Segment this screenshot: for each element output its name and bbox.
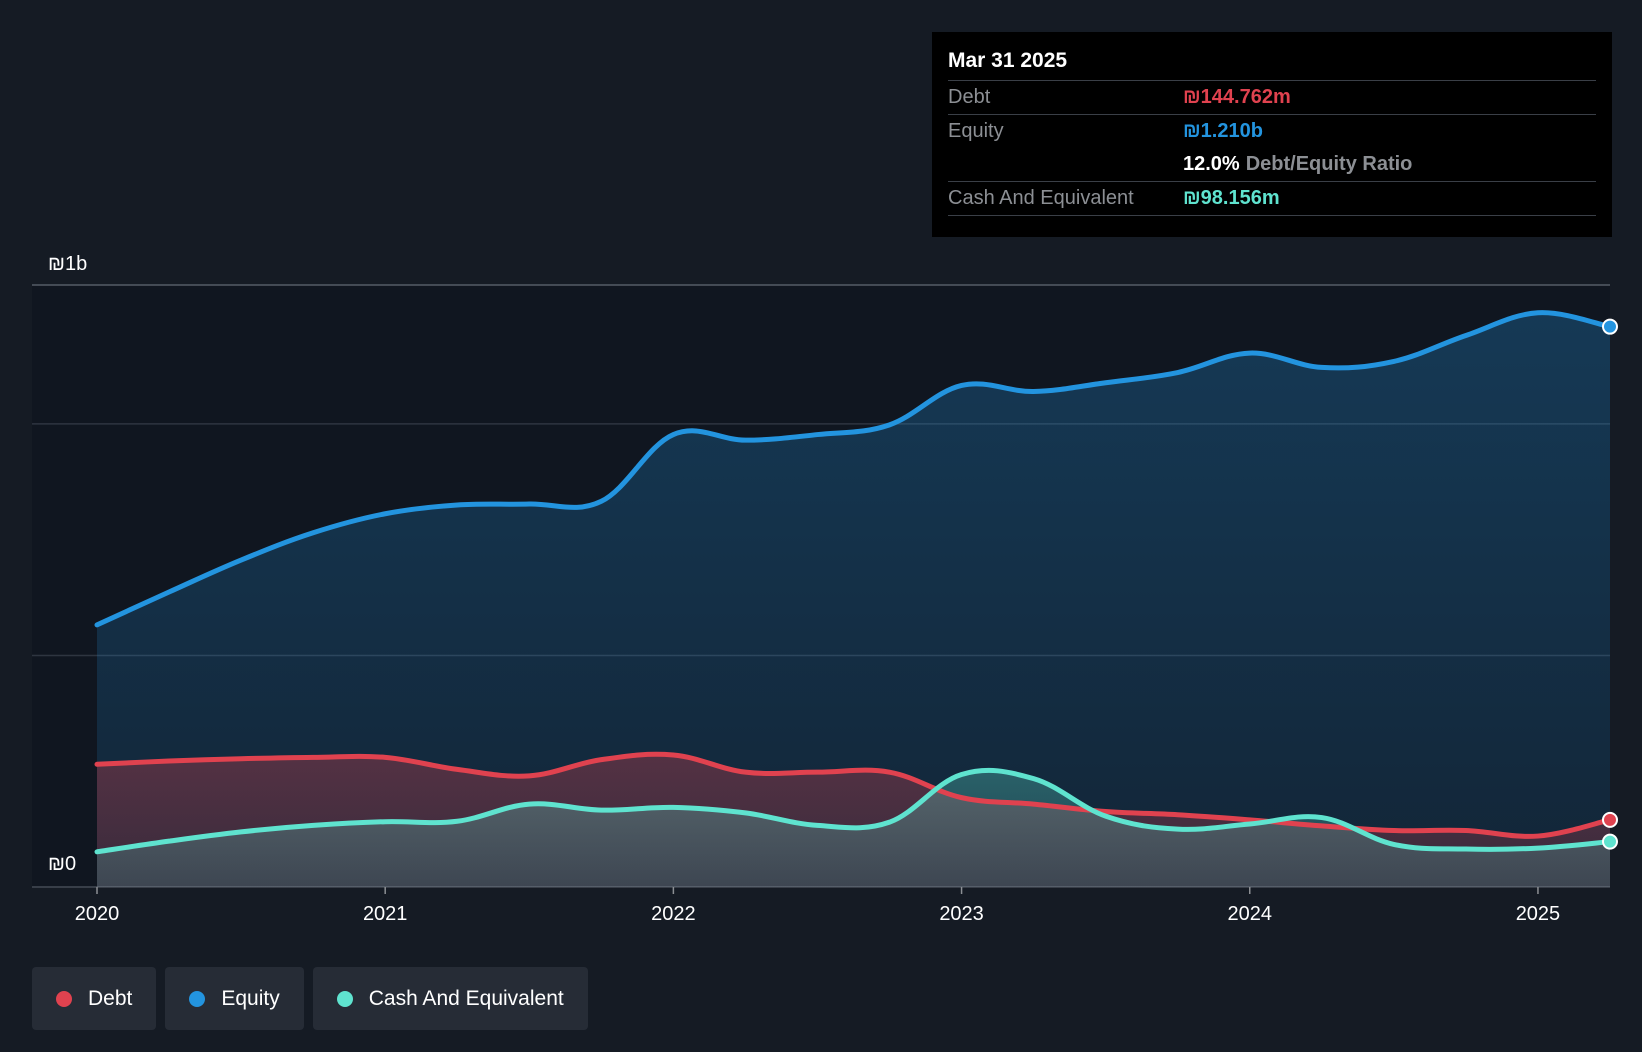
debt-endpoint [1602,811,1618,828]
y-top-label: ₪1b [48,253,87,275]
legend-item-cash[interactable]: Cash And Equivalent [312,967,588,1030]
x-tick-label: 2025 [1516,903,1561,925]
tooltip-debt-row: Debt ₪144.762m [948,81,1596,115]
x-tick-label: 2021 [363,903,408,925]
x-tick-label: 2023 [939,903,984,925]
legend-equity-label: Equity [221,986,280,1010]
legend-cash-label: Cash And Equivalent [368,986,564,1010]
cash-line [94,767,1613,855]
x-tick-label: 2022 [651,903,696,925]
debt-dot-icon [56,990,72,1007]
equity-dot-icon [189,990,206,1007]
x-tick-label: 2024 [1228,903,1273,925]
x-tick-label: 2020 [75,903,120,925]
tooltip-debt-label: Debt [948,86,991,108]
tooltip-ratio-row: 12.0% Debt/Equity Ratio [948,148,1596,182]
tooltip: Mar 31 2025 Debt ₪144.762m Equity ₪1.210… [932,32,1612,237]
tooltip-date: Mar 31 2025 [948,46,1596,81]
legend-debt-label: Debt [88,986,133,1010]
tooltip-debt-value: ₪144.762m [1183,86,1291,108]
tooltip-ratio-value: 12.0% [1183,153,1240,175]
tooltip-cash-value: ₪98.156m [1183,187,1280,209]
cash-endpoint [1602,833,1618,850]
tooltip-cash-row: Cash And Equivalent ₪98.156m [948,182,1596,216]
equity-line [94,310,1613,628]
tooltip-equity-value: ₪1.210b [1183,120,1263,142]
y-bottom-label: ₪0 [48,853,76,875]
tooltip-ratio-label: Debt/Equity Ratio [1245,153,1413,175]
tooltip-equity-label: Equity [948,120,1004,142]
cash-dot-icon [336,990,353,1007]
tooltip-equity-row: Equity ₪1.210b [948,115,1596,148]
legend-item-equity[interactable]: Equity [165,967,304,1030]
legend: Debt Equity Cash And Equivalent [32,967,588,1030]
equity-area [97,312,1610,887]
legend-item-debt[interactable]: Debt [32,967,157,1030]
tooltip-cash-label: Cash And Equivalent [948,187,1134,209]
equity-endpoint [1602,318,1618,335]
